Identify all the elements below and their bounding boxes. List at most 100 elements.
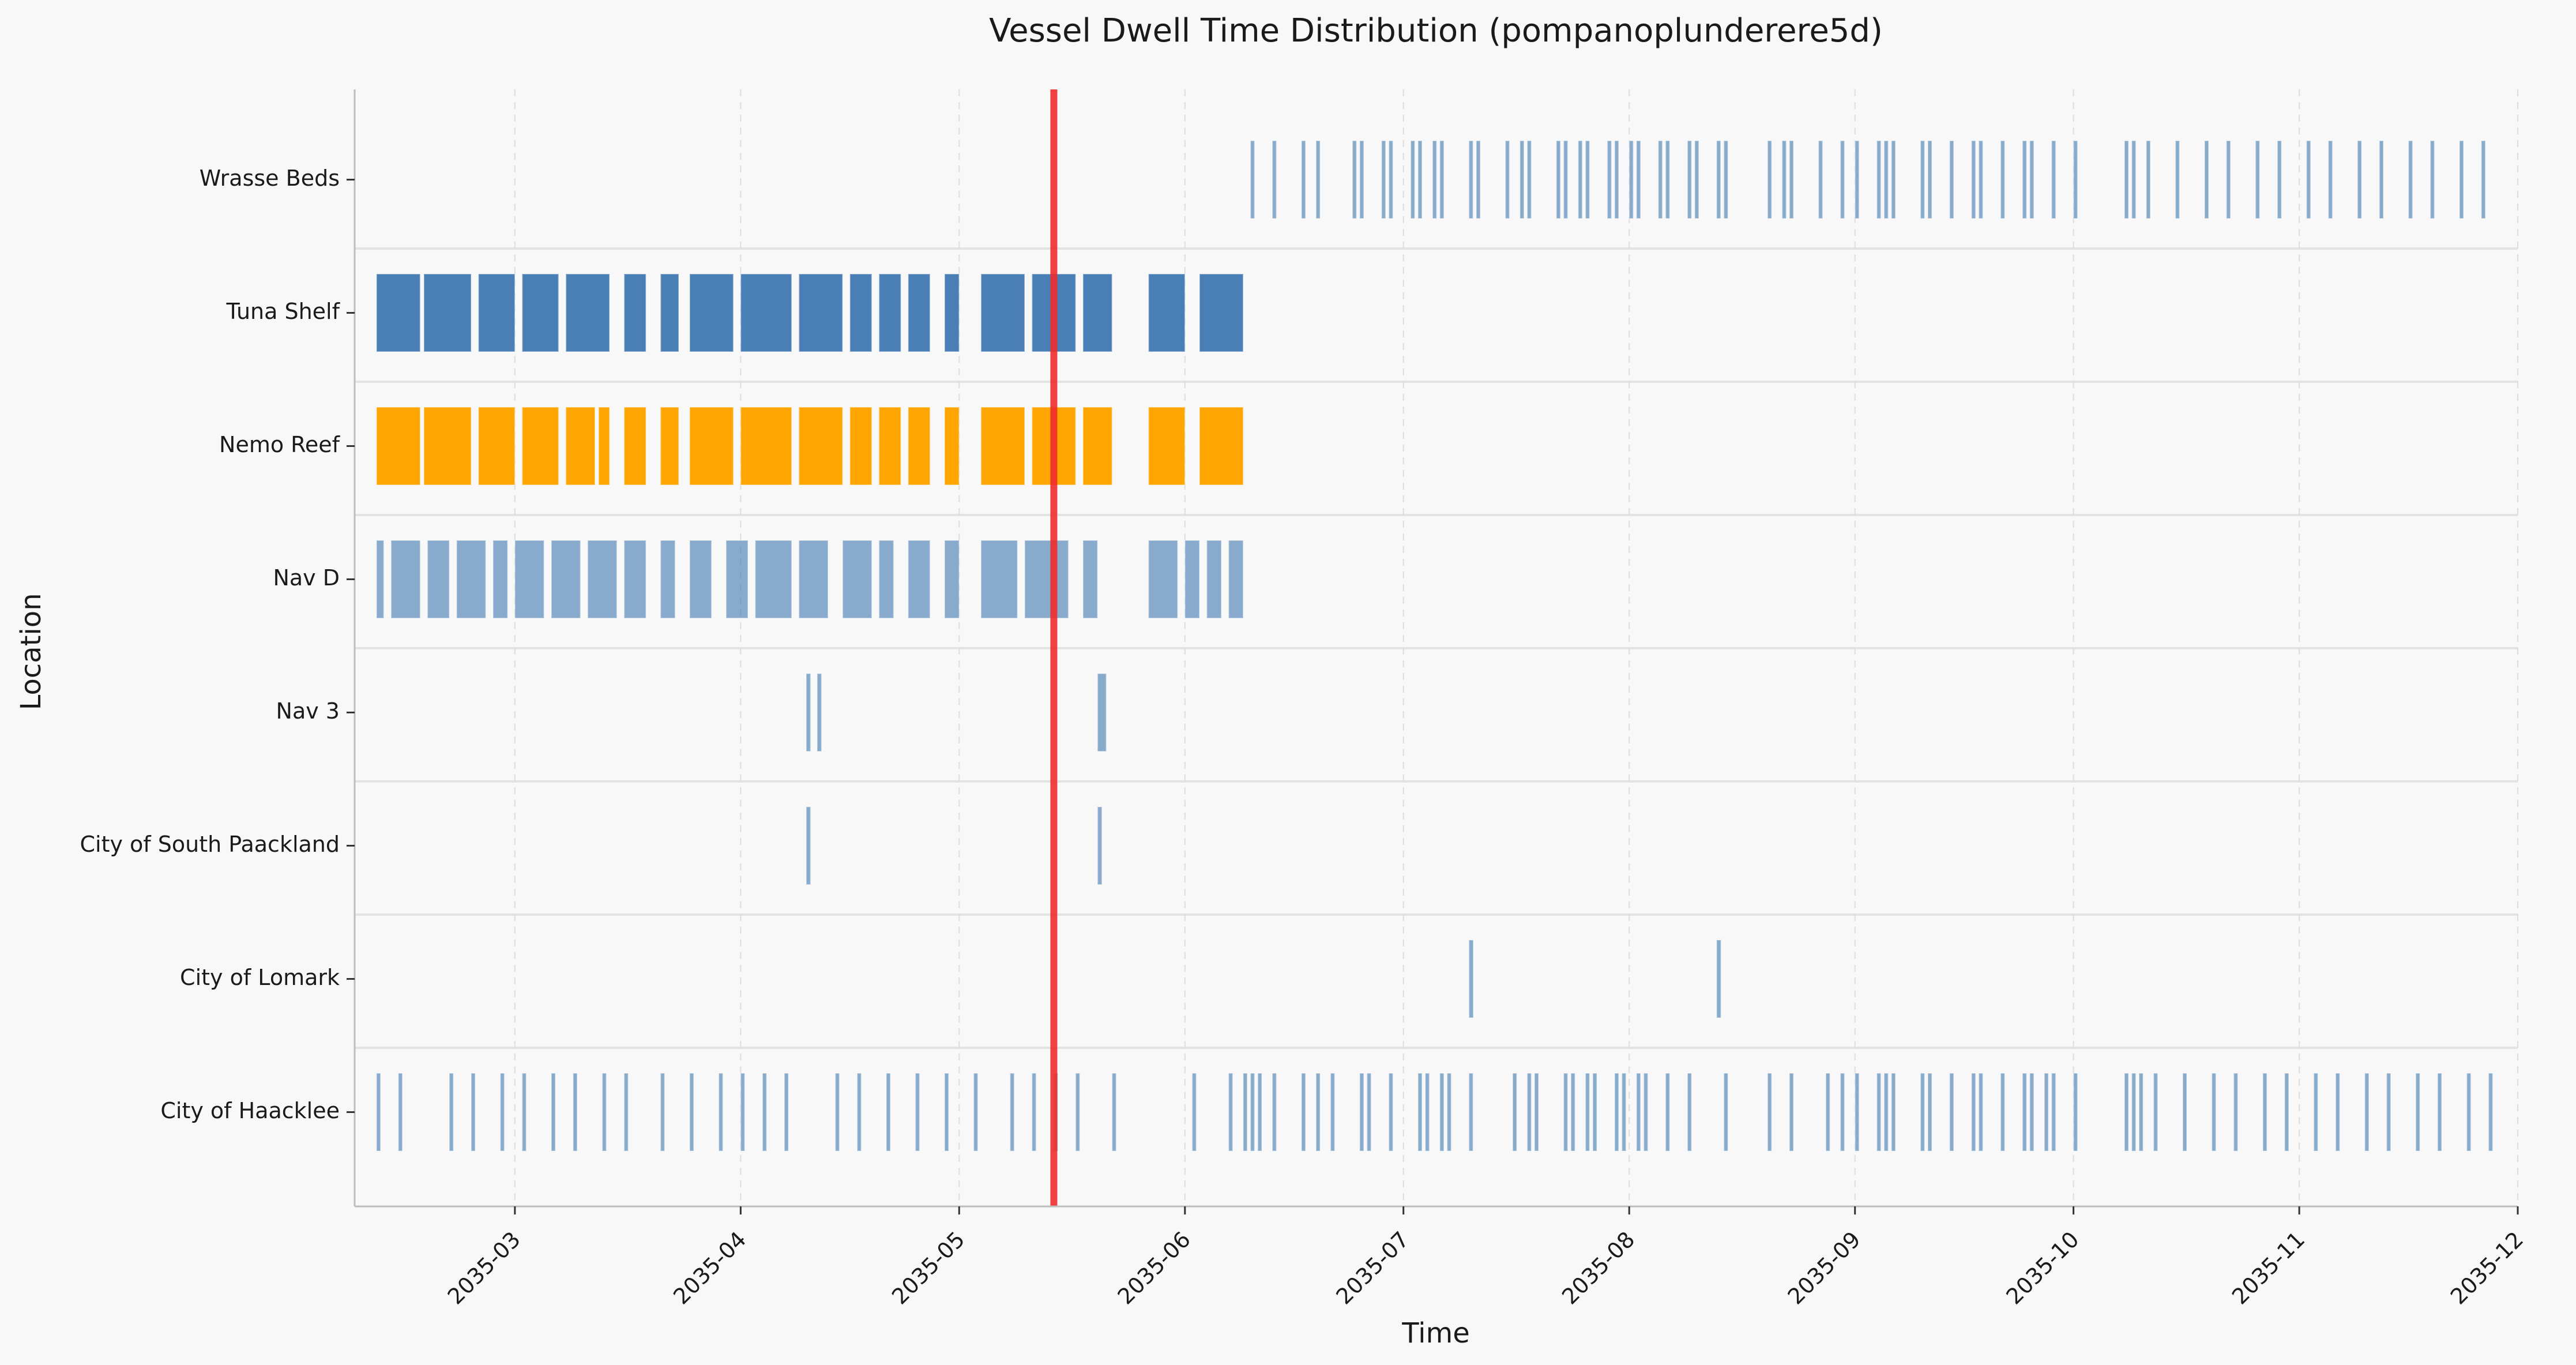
dwell-bar — [725, 540, 749, 619]
dwell-bar — [689, 407, 734, 486]
dwell-bar — [1250, 1073, 1255, 1152]
dwell-bar — [1424, 1073, 1430, 1152]
dwell-bar — [2262, 1073, 2267, 1152]
dwell-bar — [1825, 1073, 1831, 1152]
dwell-bar — [689, 540, 712, 619]
dwell-bar — [565, 407, 596, 486]
dwell-bar — [521, 273, 559, 352]
dwell-bar — [1876, 140, 1882, 219]
dwell-bar — [1009, 1073, 1015, 1152]
dwell-bar — [740, 273, 792, 352]
dwell-bar — [1840, 140, 1845, 219]
dwell-bar — [1767, 1073, 1773, 1152]
dwell-bar — [740, 1073, 746, 1152]
dwell-bar — [477, 407, 516, 486]
dwell-bar — [1417, 1073, 1423, 1152]
dwell-bar — [907, 407, 931, 486]
dwell-bar — [1723, 1073, 1729, 1152]
dwell-bar — [1716, 140, 1721, 219]
dwell-bar — [1468, 1073, 1474, 1152]
dwell-bar — [762, 1073, 768, 1152]
y-tick-label: Wrasse Beds — [200, 166, 340, 191]
dwell-bar — [754, 540, 792, 619]
dwell-bar — [1978, 1073, 1984, 1152]
dwell-bar — [2029, 1073, 2035, 1152]
dwell-bar — [449, 1073, 454, 1152]
dwell-bar — [2022, 1073, 2028, 1152]
dwell-bar — [1148, 407, 1186, 486]
dwell-bar — [2022, 140, 2028, 219]
dwell-bar — [1242, 1073, 1248, 1152]
dwell-bar — [1920, 1073, 1926, 1152]
y-tick-label: City of South Paackland — [80, 832, 340, 857]
dwell-bar — [1228, 1073, 1234, 1152]
dwell-bar — [1840, 1073, 1845, 1152]
x-axis-label: Time — [1401, 1317, 1469, 1349]
dwell-bar — [2488, 1073, 2494, 1152]
dwell-bar — [1199, 407, 1244, 486]
dwell-bar — [980, 540, 1018, 619]
dwell-bar — [907, 273, 931, 352]
dwell-bar — [471, 1073, 476, 1152]
dwell-bar — [1315, 140, 1321, 219]
dwell-bar — [1250, 140, 1255, 219]
dwell-bar — [623, 540, 647, 619]
dwell-bar — [521, 1073, 527, 1152]
dwell-bar — [2233, 1073, 2239, 1152]
dwell-bar — [2131, 1073, 2137, 1152]
y-tick-label: Nav 3 — [276, 698, 340, 724]
dwell-bar — [907, 540, 931, 619]
dwell-bar — [1148, 273, 1186, 352]
dwell-bar — [1635, 140, 1641, 219]
dwell-bar — [2000, 140, 2006, 219]
dwell-bar — [885, 1073, 891, 1152]
dwell-bar — [1927, 140, 1932, 219]
dwell-bar — [973, 1073, 979, 1152]
dwell-bar — [1563, 1073, 1569, 1152]
dwell-bar — [1446, 1073, 1452, 1152]
dwell-bar — [856, 1073, 862, 1152]
dwell-bar — [1505, 140, 1510, 219]
dwell-bar — [477, 273, 516, 352]
dwell-bar — [1300, 140, 1306, 219]
dwell-bar — [1621, 1073, 1627, 1152]
y-axis-label: Location — [15, 593, 47, 710]
dwell-bar — [1184, 540, 1201, 619]
dwell-bar — [1927, 1073, 1932, 1152]
dwell-bar — [1257, 1073, 1263, 1152]
y-tick-label: Nemo Reef — [219, 432, 341, 457]
dwell-bar — [798, 407, 844, 486]
dwell-bar — [2437, 1073, 2443, 1152]
dwell-bar — [1687, 1073, 1693, 1152]
dwell-bar — [1359, 140, 1364, 219]
dwell-bar — [2430, 140, 2435, 219]
dwell-bar — [375, 540, 385, 619]
dwell-bar — [375, 407, 421, 486]
dwell-bar — [1920, 140, 1926, 219]
dwell-bar — [1031, 1073, 1037, 1152]
dwell-bar — [572, 1073, 578, 1152]
dwell-bar — [980, 407, 1025, 486]
dwell-bar — [1359, 1073, 1364, 1152]
dwell-bar — [2175, 140, 2180, 219]
dwell-bar — [1970, 1073, 1976, 1152]
dwell-bar — [456, 540, 487, 619]
dwell-bar — [1789, 140, 1795, 219]
dwell-bar — [1781, 140, 1787, 219]
dwell-bar — [2306, 140, 2311, 219]
dwell-bar — [806, 673, 811, 752]
dwell-bar — [1890, 140, 1896, 219]
dwell-bar — [718, 1073, 724, 1152]
dwell-bar — [2277, 140, 2282, 219]
y-tick-label: Nav D — [273, 565, 340, 591]
dwell-bar — [2138, 1073, 2144, 1152]
dwell-bar — [2124, 1073, 2129, 1152]
dwell-bar — [423, 273, 472, 352]
dwell-bar — [1432, 140, 1438, 219]
dwell-bar — [390, 540, 421, 619]
dwell-bar — [1439, 140, 1445, 219]
dwell-bar — [623, 1073, 629, 1152]
dwell-bar — [1890, 1073, 1896, 1152]
dwell-bar — [2335, 1073, 2341, 1152]
dwell-bar — [1607, 140, 1612, 219]
